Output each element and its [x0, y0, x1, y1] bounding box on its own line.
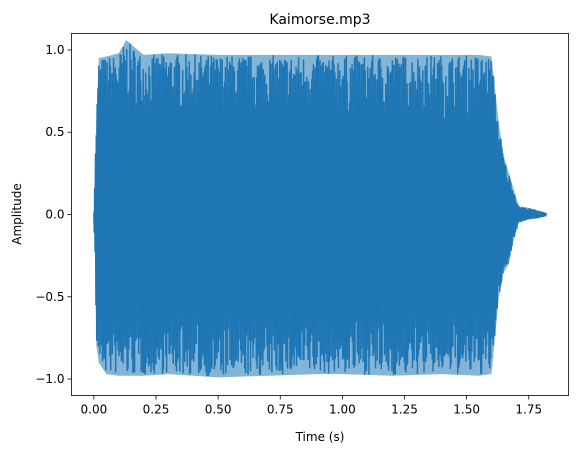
waveform-layer	[93, 40, 547, 378]
x-tick-label: 1.25	[391, 403, 418, 417]
x-tick-label: 1.50	[453, 403, 480, 417]
plot-area	[71, 33, 569, 396]
y-tick-label: 0.0	[45, 208, 64, 222]
x-tick-label: 0.25	[143, 403, 170, 417]
x-tick-label: 0.75	[267, 403, 294, 417]
x-axis: 0.00 0.25 0.50 0.75 1.00 1.25 1.50 1.75	[81, 395, 542, 417]
x-tick-label: 1.75	[515, 403, 542, 417]
chart-title: Kaimorse.mp3	[269, 12, 370, 28]
y-tick-label: −0.5	[35, 290, 64, 304]
y-tick-label: −1.0	[35, 372, 64, 386]
x-tick-label: 0.50	[205, 403, 232, 417]
x-axis-label: Time (s)	[295, 430, 345, 444]
y-axis: −1.0 −0.5 0.0 0.5 1.0	[35, 43, 72, 386]
y-axis-label: Amplitude	[10, 183, 24, 245]
waveform-envelope-0	[93, 40, 547, 378]
x-tick-label: 1.00	[329, 403, 356, 417]
x-tick-label: 0.00	[81, 403, 108, 417]
y-tick-label: 1.0	[45, 43, 64, 57]
y-tick-label: 0.5	[45, 125, 64, 139]
